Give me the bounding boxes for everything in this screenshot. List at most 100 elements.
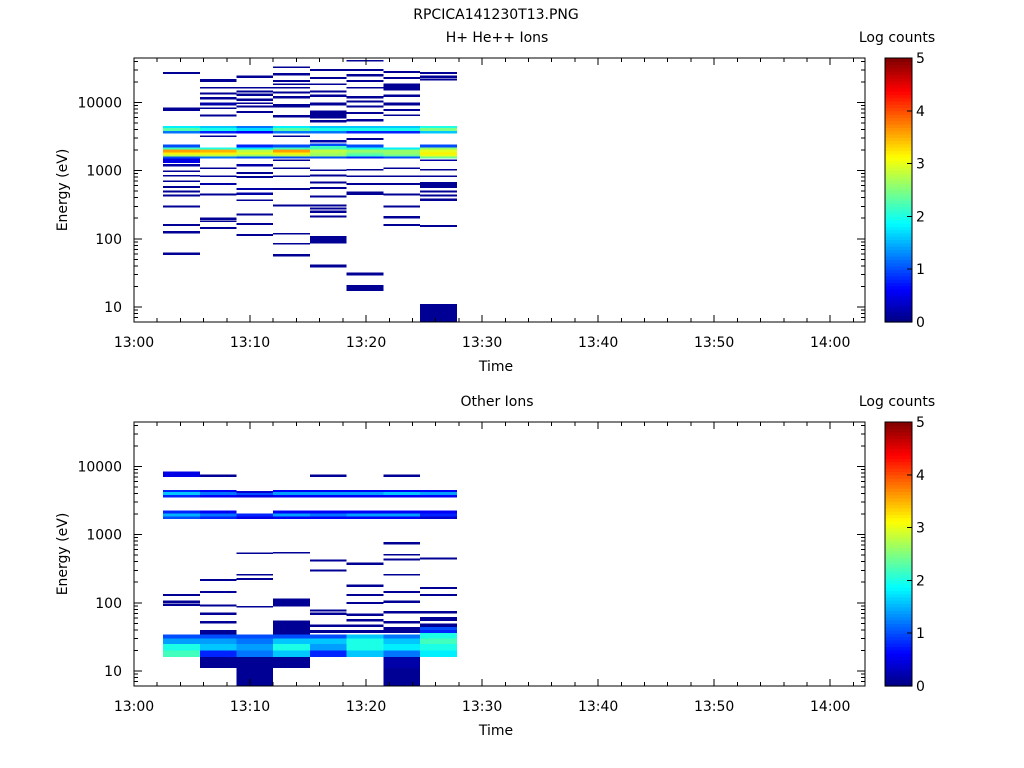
heatmap-cell	[236, 643, 274, 651]
heatmap-cell	[163, 170, 200, 173]
colorbar-segment	[885, 494, 912, 499]
colorbar-segment	[885, 91, 912, 95]
colorbar-segment	[885, 160, 912, 165]
heatmap-cell	[199, 643, 237, 651]
heatmap-cell	[199, 604, 237, 607]
heatmap-cell	[236, 126, 274, 129]
colorbar-segment	[885, 157, 912, 161]
heatmap-cell	[273, 152, 310, 155]
heatmap-cell	[383, 149, 421, 153]
colorbar: 0 1 2 3 4 5	[884, 51, 925, 331]
heatmap-cell	[420, 154, 457, 157]
heatmap-cell	[383, 629, 421, 633]
heatmap-cell	[383, 627, 421, 630]
heatmap-cell	[383, 610, 421, 614]
heatmap-cell	[163, 194, 200, 197]
heatmap-cell	[199, 79, 237, 82]
colorbar-tick-label: 4	[916, 104, 925, 120]
heatmap-cell	[346, 562, 384, 565]
heatmap-cell	[383, 131, 421, 134]
colorbar-tick-label: 1	[916, 262, 925, 278]
heatmap-cell	[309, 474, 347, 478]
colorbar-segment	[885, 600, 912, 605]
heatmap-cell	[236, 93, 274, 96]
heatmap-cell	[420, 156, 457, 159]
heatmap-cell	[346, 100, 384, 103]
colorbar-segment	[885, 458, 912, 463]
colorbar-segment	[885, 468, 912, 473]
x-tick-label: 13:10	[230, 335, 270, 351]
colorbar-segment	[885, 117, 912, 122]
colorbar-tick-label: 3	[916, 157, 925, 173]
plot-frame	[133, 57, 866, 323]
heatmap-cell	[236, 131, 274, 134]
colorbar-segment	[885, 285, 912, 290]
heatmap-cell	[163, 252, 200, 255]
colorbar-segment	[885, 527, 912, 532]
heatmap-cell	[273, 510, 310, 514]
heatmap-cell	[163, 144, 200, 148]
colorbar-segment	[885, 659, 912, 664]
heatmap-cell	[273, 159, 310, 162]
heatmap-cell	[199, 620, 237, 624]
heatmap-cell	[273, 490, 310, 493]
colorbar-segment	[885, 120, 912, 125]
heatmap-cell	[309, 128, 347, 132]
page-title: RPCICA141230T13.PNG	[413, 7, 578, 23]
heatmap-cell	[273, 242, 310, 245]
heatmap-cell	[420, 194, 457, 197]
heatmap-cell	[236, 668, 274, 686]
colorbar-segment	[885, 676, 912, 680]
heatmap-cell	[163, 471, 200, 478]
heatmap-cell	[309, 210, 347, 213]
heatmap-cell	[236, 128, 274, 132]
colorbar-segment	[885, 540, 912, 545]
x-tick-label: 13:40	[578, 335, 618, 351]
heatmap-cell	[309, 490, 347, 493]
y-axis-label: Energy (eV)	[55, 149, 71, 232]
colorbar-segment	[885, 643, 912, 647]
heatmap-cell	[163, 154, 200, 157]
heatmap-cell	[383, 650, 421, 657]
heatmap-cell	[273, 149, 310, 153]
colorbar-segment	[885, 137, 912, 142]
heatmap-cell	[309, 83, 347, 86]
colorbar-segment	[885, 491, 912, 496]
colorbar-segment	[885, 577, 912, 581]
colorbar-segment	[885, 229, 912, 234]
heatmap-cell	[346, 156, 384, 159]
x-tick-label: 13:50	[694, 335, 734, 351]
heatmap-cell	[420, 182, 457, 188]
heatmap-cell	[383, 128, 421, 132]
heatmap-cell	[420, 510, 457, 514]
heatmap-cell	[309, 204, 347, 207]
heatmap-cell	[273, 73, 310, 76]
heatmap-cell	[309, 235, 347, 244]
heatmap-cell	[383, 147, 421, 150]
heatmap-cell	[383, 573, 421, 576]
colorbar-segment	[885, 583, 912, 588]
colorbar-segment	[885, 193, 912, 198]
heatmap-cell	[346, 624, 384, 628]
heatmap-cell	[273, 204, 310, 207]
heatmap-cell	[420, 224, 457, 227]
heatmap-cell	[420, 643, 457, 651]
heatmap-cell	[273, 83, 310, 86]
heatmap-cell	[309, 102, 347, 106]
heatmap-cell	[383, 152, 421, 155]
heatmap-cell	[199, 217, 237, 220]
y-axis-label: Energy (eV)	[55, 513, 71, 596]
heatmap-cell	[383, 492, 421, 496]
heatmap-cell	[236, 149, 274, 153]
heatmap-cell	[346, 634, 384, 639]
heatmap-cell	[199, 629, 237, 635]
heatmap-cell	[420, 152, 457, 155]
y-tick-label: 100	[95, 596, 122, 612]
heatmap-cell	[383, 102, 421, 106]
heatmap-cell	[236, 552, 274, 554]
heatmap-cell	[309, 77, 347, 80]
heatmap-cell	[199, 492, 237, 496]
heatmap-cell	[236, 98, 274, 102]
colorbar-segment	[885, 497, 912, 502]
heatmap-cell	[199, 156, 237, 159]
